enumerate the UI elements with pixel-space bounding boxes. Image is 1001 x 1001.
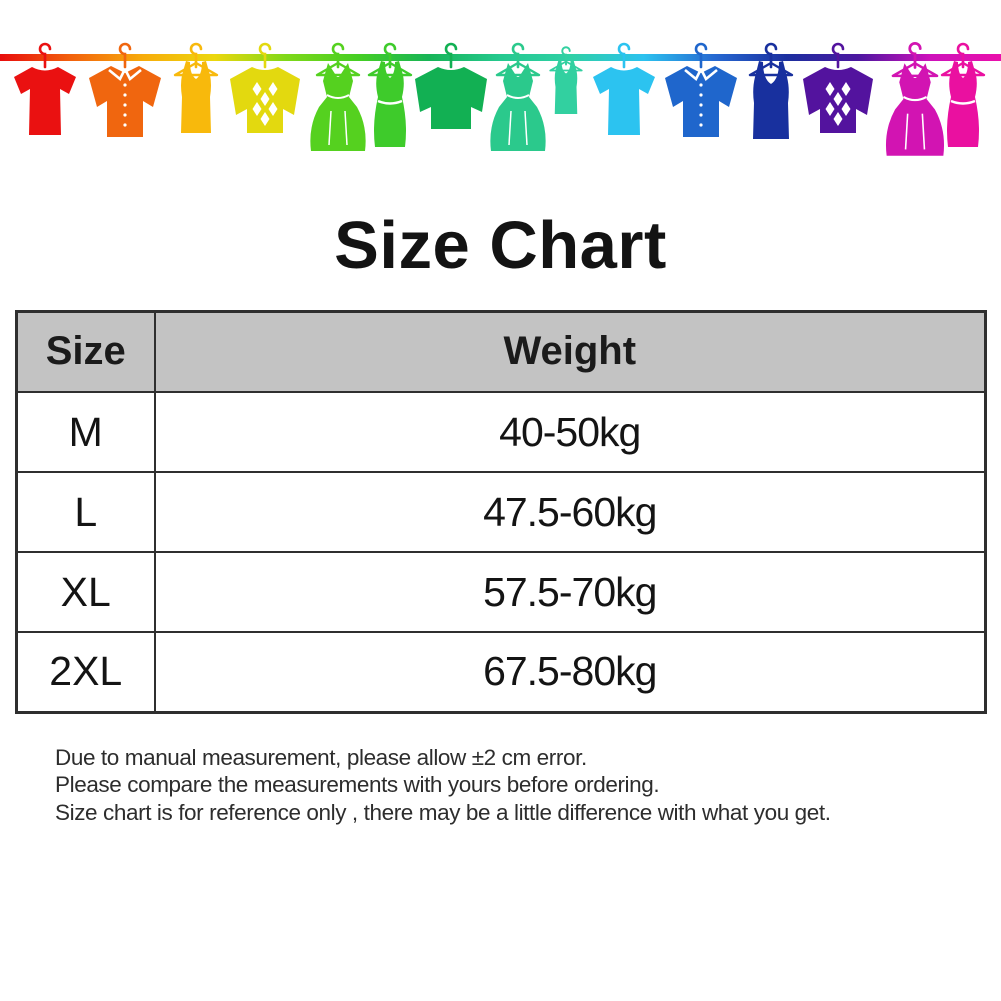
weight-value: 40-50kg — [154, 391, 986, 474]
measurement-notes: Due to manual measurement, please allow … — [55, 744, 1001, 827]
size-value: L — [15, 471, 156, 554]
note-line: Due to manual measurement, please allow … — [55, 744, 587, 770]
column-header-weight: Weight — [154, 310, 986, 394]
page-title: Size Chart — [334, 208, 667, 283]
size-value: XL — [15, 551, 156, 634]
weight-value: 47.5-60kg — [154, 471, 986, 554]
note-line: Please compare the measurements with you… — [55, 772, 660, 798]
weight-value: 57.5-70kg — [154, 551, 986, 634]
clothesline-banner-svg — [0, 41, 1001, 157]
table-row: XL 57.5-70kg — [15, 551, 986, 634]
rainbow-clothesline — [0, 54, 1001, 61]
size-chart-table: Size Weight M 40-50kg L 47.5-60kg XL 57.… — [14, 309, 987, 714]
note-line: Size chart is for reference only , there… — [55, 799, 831, 825]
table-row: L 47.5-60kg — [15, 471, 986, 554]
table-row: 2XL 67.5-80kg — [15, 631, 986, 714]
size-value: 2XL — [15, 631, 156, 714]
column-header-size: Size — [15, 310, 156, 394]
table-header-row: Size Weight — [15, 310, 986, 394]
clothesline-banner — [0, 0, 1001, 175]
size-value: M — [15, 391, 156, 474]
weight-value: 67.5-80kg — [154, 631, 986, 714]
table-row: M 40-50kg — [15, 391, 986, 474]
